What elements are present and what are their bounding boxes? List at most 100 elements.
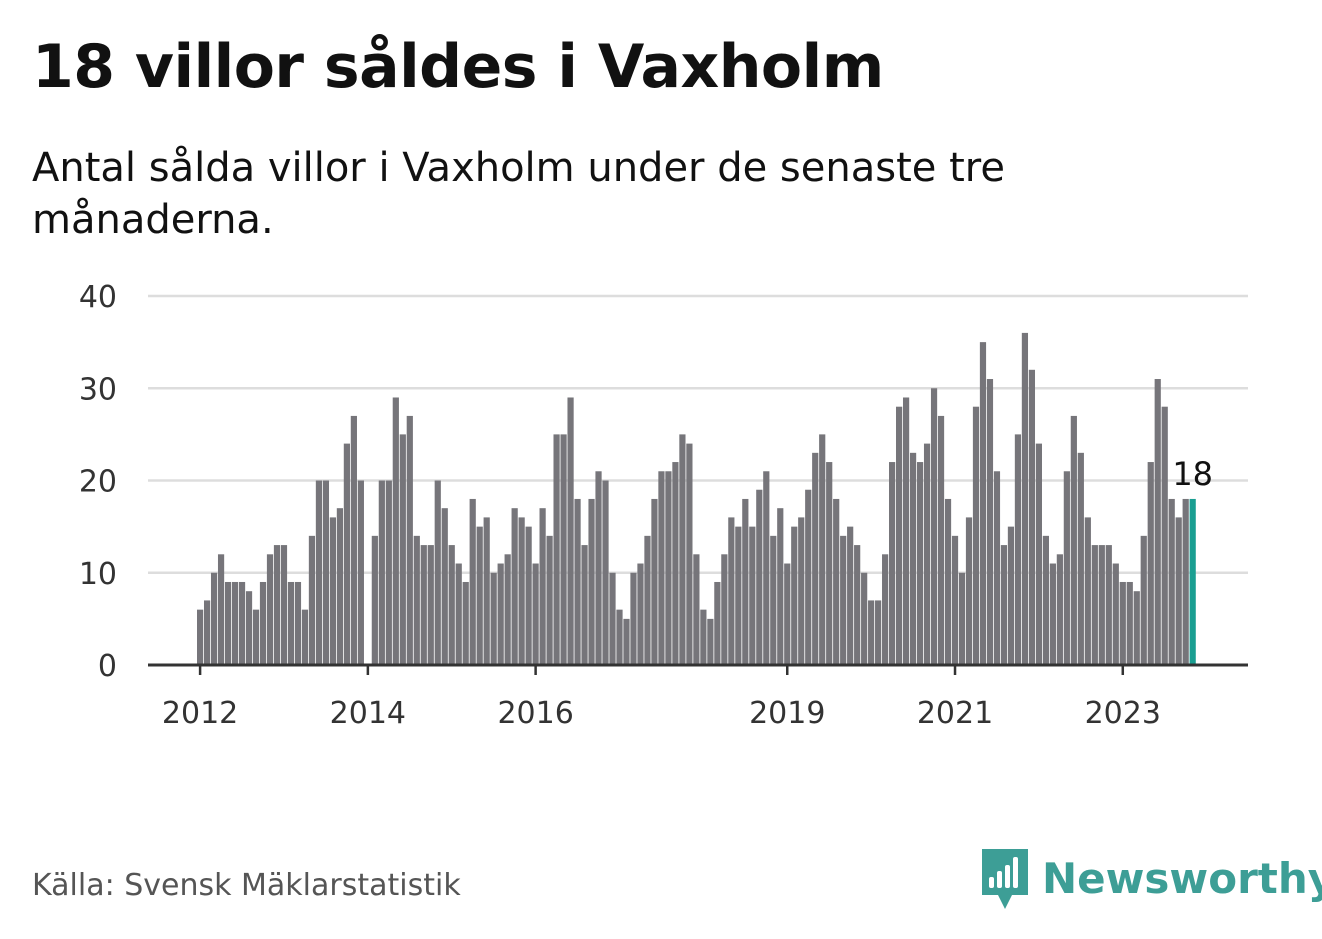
bar [868,600,875,665]
y-tick-label: 10 [79,557,117,592]
bar [378,480,385,665]
x-tick-label: 2023 [1085,696,1161,731]
bar [1098,545,1105,665]
x-tick-label: 2012 [162,696,238,731]
bar [245,591,253,665]
bar [469,498,476,665]
bar [1119,581,1126,665]
bar [315,480,323,665]
bar [1133,591,1140,665]
bar [336,508,343,665]
bar [979,342,987,666]
bar [546,535,553,665]
bar-chart: 0 10 20 30 40 2012 2014 2016 2019 2021 2023 18 [79,280,1248,731]
bar [686,443,693,665]
bar [812,452,819,665]
bar [937,415,945,665]
bar [273,545,281,665]
brand-logo[interactable]: Newsworthy [982,848,1322,910]
y-tick-label: 20 [79,465,117,500]
bar [1035,443,1042,665]
bar [238,581,246,665]
brand-name: Newsworthy [1042,854,1322,903]
bar [294,581,302,665]
bar [679,434,686,666]
page-title: 18 villor såldes i Vaxholm [32,32,884,102]
bar [630,572,637,665]
bar [609,572,616,665]
bar [714,581,721,665]
bar [1063,471,1070,665]
x-tick-label: 2019 [749,696,825,731]
bar [231,581,239,665]
bar [840,535,847,665]
bar [1105,545,1112,665]
bar [665,471,672,665]
bar [280,545,288,665]
bar [560,434,567,666]
newsworthy-logo-icon [982,849,1028,909]
bar [784,563,791,665]
bar [658,471,665,665]
bar [889,462,896,665]
bar [861,572,868,665]
bar [896,406,903,665]
bar [595,471,602,665]
bar [322,480,330,665]
bar [672,462,679,665]
bar [882,554,889,665]
bar [644,535,651,665]
bar [217,554,225,665]
labels: 0 10 20 30 40 2012 2014 2016 2019 2021 2023 18 [79,280,1213,731]
bar [1070,415,1077,665]
bar [616,609,623,665]
bar [567,397,574,665]
bar [420,545,427,665]
bar [1126,581,1133,665]
bar [203,600,211,665]
y-tick-label: 0 [98,649,117,684]
bar [252,609,260,665]
bar [434,480,441,665]
source-note: Källa: Svensk Mäklarstatistik [32,868,461,903]
bar [602,480,609,665]
y-tick-label: 40 [79,280,117,315]
bar [588,498,595,665]
bar [819,434,826,666]
x-tick-label: 2014 [330,696,406,731]
bar [308,535,316,665]
bar [930,388,938,665]
bar [518,517,525,665]
bar [259,581,267,665]
bar [623,618,630,666]
bar [210,572,218,665]
bar [483,517,490,665]
bar [742,498,749,665]
bar [1007,526,1015,666]
bar [700,609,707,665]
bar [826,462,833,665]
axes [148,663,1248,675]
bar [266,554,274,665]
bar [343,443,350,665]
bar [511,508,518,665]
bar [916,462,924,665]
bar [371,535,378,665]
bar [1049,563,1056,665]
bar [504,554,511,665]
bar [693,554,700,665]
bar [1000,545,1008,665]
bar [350,415,357,665]
bar [1161,406,1168,665]
bar [1077,452,1084,665]
bar [385,480,392,665]
bar [413,535,420,665]
bar [392,397,399,665]
bar [1091,545,1098,665]
bar [728,517,735,665]
bar [301,609,309,665]
bar [462,581,469,665]
bar [1168,498,1175,665]
bar [763,471,770,665]
bar [1182,498,1189,665]
